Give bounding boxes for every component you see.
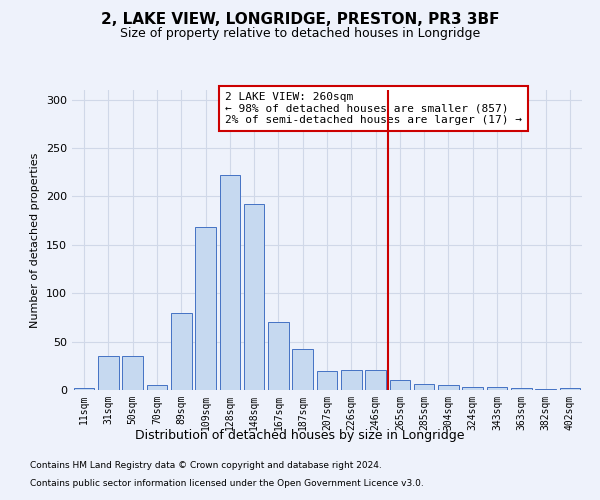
Text: 2, LAKE VIEW, LONGRIDGE, PRESTON, PR3 3BF: 2, LAKE VIEW, LONGRIDGE, PRESTON, PR3 3B… bbox=[101, 12, 499, 28]
Text: Distribution of detached houses by size in Longridge: Distribution of detached houses by size … bbox=[135, 428, 465, 442]
Bar bbox=[389, 380, 410, 390]
Bar bbox=[268, 322, 289, 390]
Y-axis label: Number of detached properties: Number of detached properties bbox=[31, 152, 40, 328]
Bar bbox=[98, 356, 119, 390]
Bar bbox=[487, 387, 508, 390]
Text: 2 LAKE VIEW: 260sqm
← 98% of detached houses are smaller (857)
2% of semi-detach: 2 LAKE VIEW: 260sqm ← 98% of detached ho… bbox=[225, 92, 522, 125]
Bar bbox=[438, 385, 459, 390]
Bar bbox=[292, 350, 313, 390]
Bar bbox=[463, 387, 483, 390]
Bar bbox=[244, 204, 265, 390]
Bar bbox=[195, 228, 216, 390]
Text: Size of property relative to detached houses in Longridge: Size of property relative to detached ho… bbox=[120, 28, 480, 40]
Bar bbox=[560, 388, 580, 390]
Bar bbox=[146, 385, 167, 390]
Bar bbox=[220, 175, 240, 390]
Bar bbox=[341, 370, 362, 390]
Bar bbox=[414, 384, 434, 390]
Text: Contains public sector information licensed under the Open Government Licence v3: Contains public sector information licen… bbox=[30, 478, 424, 488]
Bar bbox=[317, 370, 337, 390]
Bar bbox=[365, 370, 386, 390]
Bar bbox=[122, 356, 143, 390]
Bar bbox=[535, 389, 556, 390]
Bar bbox=[74, 388, 94, 390]
Bar bbox=[171, 312, 191, 390]
Text: Contains HM Land Registry data © Crown copyright and database right 2024.: Contains HM Land Registry data © Crown c… bbox=[30, 461, 382, 470]
Bar bbox=[511, 388, 532, 390]
